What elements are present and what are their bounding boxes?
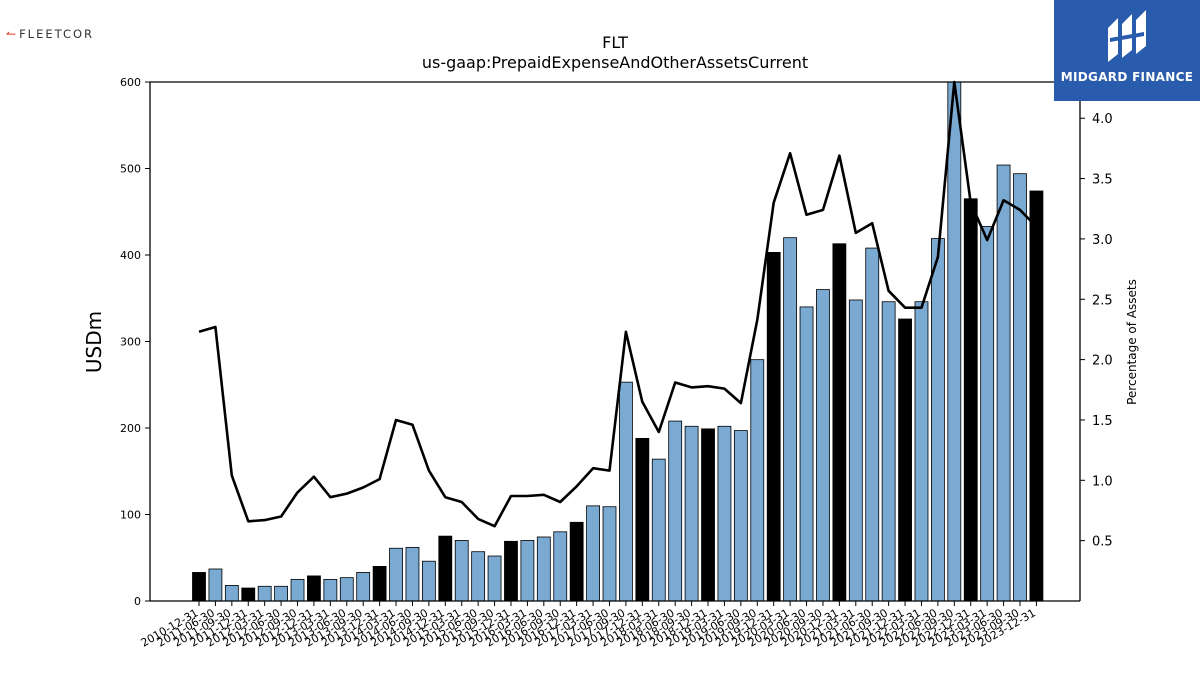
bar [192, 572, 206, 602]
bar [750, 359, 765, 602]
bar [241, 587, 256, 602]
y-tick-label: 100 [120, 509, 141, 522]
fleetcor-logo: ↼ FLEETCOR [6, 27, 94, 41]
bar [586, 505, 600, 602]
bar [602, 506, 617, 602]
bar [651, 458, 666, 602]
bar [257, 585, 272, 602]
y2-tick-label: 1.5 [1092, 414, 1113, 429]
bar [405, 546, 420, 602]
y2-tick-label: 4.0 [1092, 112, 1113, 127]
y2-tick-label: 3.0 [1092, 233, 1113, 248]
bar [356, 572, 371, 602]
y2-tick-label: 2.0 [1092, 354, 1113, 369]
y2-tick-label: 1.0 [1092, 474, 1113, 489]
bar [635, 437, 650, 602]
percentage-line [198, 80, 1038, 528]
bar [980, 226, 995, 602]
bar [454, 540, 469, 602]
bar [963, 198, 978, 602]
y-tick-label: 300 [120, 336, 141, 349]
bar [865, 247, 880, 602]
bar [619, 381, 633, 602]
bar [947, 81, 962, 602]
bar [438, 535, 453, 602]
bar [504, 540, 518, 602]
bar [224, 585, 239, 602]
bar [307, 575, 321, 602]
bar [487, 555, 502, 602]
bar [717, 425, 732, 602]
bar [569, 521, 584, 602]
bar [668, 420, 683, 602]
bar [471, 551, 486, 602]
bar [520, 540, 535, 602]
bar [898, 318, 912, 602]
y-tick-label: 200 [120, 422, 141, 435]
bar [783, 237, 798, 602]
midgard-mark-icon [1108, 10, 1146, 62]
bar [881, 301, 896, 602]
bar [832, 243, 847, 602]
bar [766, 252, 781, 602]
y2-tick-label: 0.5 [1092, 535, 1113, 550]
bar [996, 164, 1011, 602]
bar [323, 578, 338, 602]
y-tick-label: 0 [134, 595, 141, 608]
y-axis-label: USDm [82, 311, 106, 373]
fleetcor-mark-icon: ↼ [6, 27, 17, 41]
y2-axis-label: Percentage of Assets [1125, 279, 1139, 405]
bar [931, 238, 945, 602]
y-tick-label: 500 [120, 163, 141, 176]
bar [553, 531, 568, 602]
bar [372, 566, 387, 602]
y-tick-label: 400 [120, 249, 141, 262]
fleetcor-wordmark: FLEETCOR [19, 27, 95, 41]
chart-subtitle: us-gaap:PrepaidExpenseAndOtherAssetsCurr… [422, 53, 808, 72]
bar [536, 536, 551, 602]
bar [208, 568, 223, 602]
bar [914, 301, 929, 602]
bar [816, 289, 830, 602]
bar [274, 585, 289, 602]
bar [701, 428, 715, 602]
bar [684, 425, 699, 602]
bar [848, 299, 863, 602]
bar [1013, 173, 1027, 602]
bar [290, 578, 305, 602]
y2-tick-label: 2.5 [1092, 293, 1113, 308]
bar [1029, 190, 1044, 602]
midgard-finance-logo: MIDGARD FINANCE [1054, 0, 1200, 101]
y2-tick-label: 3.5 [1092, 173, 1113, 188]
midgard-wordmark: MIDGARD FINANCE [1060, 70, 1194, 84]
bar [421, 560, 436, 602]
bar [733, 430, 748, 602]
bar [799, 306, 814, 602]
y-tick-label: 600 [120, 76, 141, 89]
bar [389, 547, 403, 602]
bar [339, 577, 354, 602]
chart-title: FLT [602, 33, 628, 52]
